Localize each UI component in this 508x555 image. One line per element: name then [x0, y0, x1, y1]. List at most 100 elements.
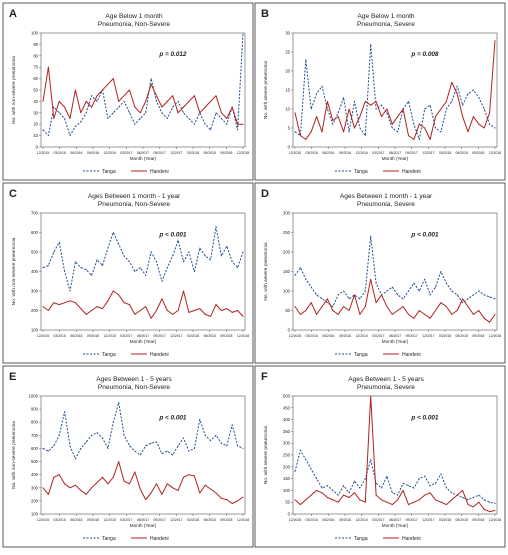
data-point-handeni — [118, 294, 120, 296]
y-tick-label: 150 — [283, 476, 291, 481]
data-point-tanga — [310, 286, 312, 288]
data-point-tanga — [467, 93, 469, 95]
data-point-handeni — [172, 487, 174, 489]
y-tick-label: 600 — [31, 230, 39, 235]
data-point-tanga — [348, 492, 350, 494]
data-point-handeni — [204, 106, 206, 108]
data-point-tanga — [364, 135, 366, 137]
data-point-handeni — [161, 106, 163, 108]
data-point-tanga — [215, 112, 217, 114]
x-tick-label: 09/2018 — [220, 334, 232, 338]
chart-subtitle: Pneumonia, Severe — [357, 21, 415, 28]
data-point-handeni — [215, 304, 217, 306]
data-point-tanga — [321, 298, 323, 300]
data-point-handeni — [348, 310, 350, 311]
x-tick-label: 06/2017 — [389, 518, 401, 522]
data-point-tanga — [337, 494, 339, 496]
data-point-tanga — [58, 434, 60, 436]
data-point-handeni — [386, 306, 388, 308]
data-point-tanga — [220, 118, 222, 119]
data-point-handeni — [112, 476, 114, 478]
data-point-handeni — [74, 484, 76, 486]
data-point-handeni — [150, 317, 152, 319]
x-tick-label: 06/2018 — [456, 151, 468, 155]
y-tick-label: 0 — [36, 145, 39, 150]
data-point-handeni — [91, 106, 93, 108]
y-axis-label: No. with severe pneumonia — [263, 426, 269, 484]
data-point-handeni — [134, 106, 136, 108]
data-point-handeni — [467, 131, 469, 133]
x-tick-label: 12/2017 — [422, 334, 434, 338]
data-point-handeni — [220, 310, 222, 311]
data-point-tanga — [139, 267, 141, 269]
x-axis-label: Month (Year) — [382, 339, 409, 344]
y-axis-label: No. with non-severe pneumonia — [11, 237, 17, 305]
data-point-tanga — [172, 454, 174, 456]
data-point-tanga — [370, 43, 372, 45]
data-point-handeni — [242, 496, 244, 498]
data-point-handeni — [305, 310, 307, 311]
data-point-tanga — [204, 255, 206, 257]
x-tick-label: 09/2017 — [406, 518, 418, 522]
data-point-handeni — [215, 95, 217, 97]
data-point-handeni — [413, 501, 415, 503]
data-point-handeni — [242, 123, 244, 125]
p-value-label: p < 0.001 — [158, 415, 187, 422]
y-tick-label: 60 — [33, 76, 38, 81]
data-point-handeni — [429, 317, 431, 319]
panel-c: C Ages Between 1 month - 1 yearPneumonia,… — [2, 182, 254, 364]
data-point-tanga — [96, 432, 98, 434]
x-tick-label: 06/2016 — [70, 518, 82, 522]
data-point-handeni — [316, 489, 318, 491]
x-tick-label: 03/2018 — [439, 151, 451, 155]
x-tick-label: 12/2018 — [489, 518, 501, 522]
data-point-tanga — [380, 104, 382, 106]
y-tick-label: 700 — [31, 433, 39, 438]
data-point-handeni — [91, 310, 93, 311]
data-point-tanga — [183, 112, 185, 114]
data-point-tanga — [150, 442, 152, 444]
x-axis-label: Month (Year) — [130, 339, 157, 344]
data-point-handeni — [440, 501, 442, 503]
data-point-tanga — [478, 290, 480, 292]
data-point-tanga — [118, 243, 120, 245]
data-point-handeni — [418, 499, 420, 501]
data-point-tanga — [74, 458, 76, 460]
data-point-tanga — [101, 437, 103, 439]
data-point-handeni — [472, 116, 474, 118]
data-point-tanga — [440, 271, 442, 272]
data-point-handeni — [483, 127, 485, 129]
y-tick-label: 300 — [31, 289, 39, 294]
data-point-handeni — [183, 476, 185, 478]
data-point-handeni — [172, 313, 174, 315]
x-tick-label: 03/2018 — [187, 518, 199, 522]
data-point-tanga — [145, 112, 147, 114]
data-point-handeni — [69, 487, 71, 489]
data-point-tanga — [332, 123, 334, 125]
p-value-label: p = 0.008 — [410, 51, 439, 58]
x-tick-label: 09/2016 — [339, 518, 351, 522]
data-point-handeni — [408, 313, 410, 315]
data-point-tanga — [316, 93, 318, 95]
data-point-handeni — [494, 313, 496, 315]
x-axis-label: Month (Year) — [382, 156, 409, 161]
x-tick-label: 09/2017 — [406, 334, 418, 338]
data-point-tanga — [397, 294, 399, 296]
data-point-tanga — [478, 97, 480, 99]
x-tick-label: 12/2016 — [356, 151, 368, 155]
data-point-handeni — [364, 100, 366, 102]
data-point-handeni — [359, 313, 361, 315]
data-point-tanga — [456, 85, 458, 87]
data-point-handeni — [472, 506, 474, 508]
data-point-tanga — [210, 259, 212, 261]
data-point-handeni — [226, 308, 228, 310]
data-point-tanga — [242, 447, 244, 449]
data-point-handeni — [74, 302, 76, 304]
data-point-handeni — [134, 471, 136, 473]
data-point-tanga — [183, 261, 185, 263]
data-point-handeni — [139, 112, 141, 114]
data-point-tanga — [429, 485, 431, 487]
data-point-handeni — [364, 501, 366, 503]
data-point-tanga — [96, 100, 98, 102]
